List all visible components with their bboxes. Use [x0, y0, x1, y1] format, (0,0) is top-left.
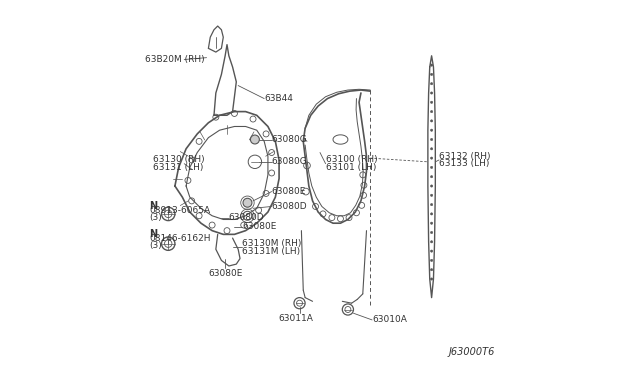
Circle shape: [431, 231, 433, 234]
Circle shape: [243, 198, 252, 207]
Circle shape: [431, 64, 433, 66]
Text: 08146-6162H: 08146-6162H: [149, 234, 211, 243]
Circle shape: [431, 129, 433, 131]
Text: 63080E: 63080E: [271, 187, 306, 196]
Circle shape: [431, 176, 433, 178]
Text: N: N: [149, 202, 157, 211]
Circle shape: [431, 73, 433, 76]
Text: 08913-6065A: 08913-6065A: [149, 206, 210, 215]
Text: 63080G: 63080G: [271, 135, 307, 144]
Circle shape: [431, 138, 433, 141]
Text: 63010A: 63010A: [372, 315, 407, 324]
Text: 63130M (RH): 63130M (RH): [242, 239, 301, 248]
Circle shape: [431, 92, 433, 94]
Circle shape: [250, 135, 259, 144]
Text: 63101 (LH): 63101 (LH): [326, 163, 376, 172]
Circle shape: [431, 110, 433, 113]
Text: 63100 (RH): 63100 (RH): [326, 155, 377, 164]
Circle shape: [431, 166, 433, 169]
Text: (3): (3): [149, 241, 162, 250]
Circle shape: [431, 222, 433, 224]
Text: J63000T6: J63000T6: [449, 347, 495, 356]
Circle shape: [431, 148, 433, 150]
Text: 63080D: 63080D: [271, 202, 307, 211]
Circle shape: [431, 278, 433, 280]
Text: 63B44: 63B44: [264, 94, 293, 103]
Text: N: N: [149, 230, 157, 239]
Circle shape: [431, 259, 433, 262]
Text: 63011A: 63011A: [278, 314, 313, 323]
Text: 63080E: 63080E: [208, 269, 243, 278]
Text: 63131 (LH): 63131 (LH): [152, 163, 203, 172]
Text: 63131M (LH): 63131M (LH): [242, 247, 300, 256]
Circle shape: [431, 269, 433, 271]
Text: (3): (3): [149, 213, 162, 222]
Text: 63080E: 63080E: [242, 222, 276, 231]
Circle shape: [431, 241, 433, 243]
Circle shape: [431, 185, 433, 187]
Circle shape: [431, 213, 433, 215]
Circle shape: [431, 83, 433, 85]
Circle shape: [431, 203, 433, 206]
Text: 63080G: 63080G: [271, 157, 307, 166]
Circle shape: [431, 157, 433, 159]
Circle shape: [431, 250, 433, 252]
Text: 63132 (RH): 63132 (RH): [439, 152, 490, 161]
Circle shape: [431, 120, 433, 122]
Text: 63B20M (RH): 63B20M (RH): [145, 55, 205, 64]
Circle shape: [431, 101, 433, 103]
Text: 63130 (RH): 63130 (RH): [152, 155, 204, 164]
Text: 63080D: 63080D: [229, 213, 264, 222]
Text: 63133 (LH): 63133 (LH): [439, 159, 490, 168]
Circle shape: [431, 194, 433, 196]
